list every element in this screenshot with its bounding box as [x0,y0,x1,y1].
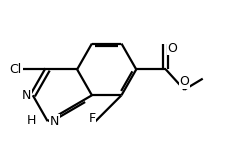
Text: N: N [22,89,31,102]
Text: Cl: Cl [9,63,22,76]
Text: O: O [167,42,177,55]
Text: O: O [179,75,188,88]
Text: H: H [26,114,35,127]
Text: F: F [88,112,95,125]
Text: N: N [49,115,59,128]
